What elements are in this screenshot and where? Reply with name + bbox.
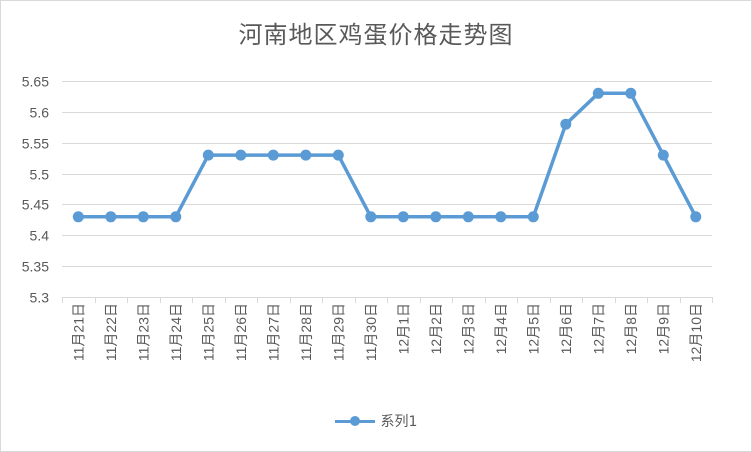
x-tick-label: 12月6日 bbox=[558, 303, 574, 354]
x-tick-label: 12月8日 bbox=[623, 303, 639, 354]
data-point bbox=[137, 211, 149, 223]
legend-label: 系列1 bbox=[380, 414, 418, 430]
y-tick-label: 5.6 bbox=[30, 105, 50, 121]
x-tick-label: 11月23日 bbox=[135, 303, 151, 361]
x-tick-label: 12月2日 bbox=[428, 303, 444, 354]
y-tick-label: 5.65 bbox=[22, 74, 49, 90]
y-tick-label: 5.3 bbox=[30, 290, 50, 306]
x-tick-label: 11月28日 bbox=[298, 303, 314, 361]
data-point bbox=[430, 211, 442, 223]
data-point bbox=[657, 149, 669, 161]
legend-marker bbox=[334, 416, 375, 426]
x-tick-label: 12月1日 bbox=[395, 303, 411, 354]
x-tick-label: 12月10日 bbox=[688, 303, 704, 362]
data-point bbox=[72, 211, 84, 223]
data-point bbox=[625, 87, 637, 99]
x-tick-label: 12月3日 bbox=[460, 303, 476, 354]
x-tick-label: 12月5日 bbox=[525, 303, 541, 354]
data-point bbox=[170, 211, 182, 223]
data-point bbox=[560, 118, 572, 130]
data-point bbox=[690, 211, 702, 223]
data-point bbox=[495, 211, 507, 223]
y-tick-label: 5.55 bbox=[22, 136, 49, 152]
x-tick-label: 11月22日 bbox=[103, 303, 119, 361]
x-tick-label: 11月21日 bbox=[70, 303, 86, 361]
data-point bbox=[300, 149, 312, 161]
y-tick-label: 5.35 bbox=[22, 259, 49, 275]
data-point bbox=[527, 211, 539, 223]
data-point bbox=[592, 87, 604, 99]
data-point bbox=[235, 149, 247, 161]
series-line-0 bbox=[76, 91, 698, 219]
data-point bbox=[365, 211, 377, 223]
data-point bbox=[202, 149, 214, 161]
data-point bbox=[332, 149, 344, 161]
x-tick-label: 11月26日 bbox=[233, 303, 249, 361]
data-point bbox=[397, 211, 409, 223]
chart-title: 河南地区鸡蛋价格走势图 bbox=[238, 21, 514, 49]
x-tick-label: 11月27日 bbox=[265, 303, 281, 361]
y-tick-label: 5.5 bbox=[30, 167, 50, 183]
x-tick-label: 11月29日 bbox=[330, 303, 346, 361]
x-tick-label: 12月4日 bbox=[493, 303, 509, 354]
y-tick-label: 5.4 bbox=[30, 228, 50, 244]
x-tick-label: 11月30日 bbox=[363, 303, 379, 361]
x-tick-label: 12月9日 bbox=[655, 303, 671, 354]
y-tick-label: 5.45 bbox=[22, 197, 49, 213]
legend-item-series1[interactable]: 系列1 bbox=[334, 411, 418, 431]
x-tick-label: 11月24日 bbox=[168, 303, 184, 361]
data-point bbox=[105, 211, 117, 223]
x-tick-label: 12月7日 bbox=[590, 303, 606, 354]
x-tick-label: 11月25日 bbox=[200, 303, 216, 361]
data-point bbox=[462, 211, 474, 223]
data-point bbox=[267, 149, 279, 161]
legend: 系列1 bbox=[1, 411, 751, 431]
